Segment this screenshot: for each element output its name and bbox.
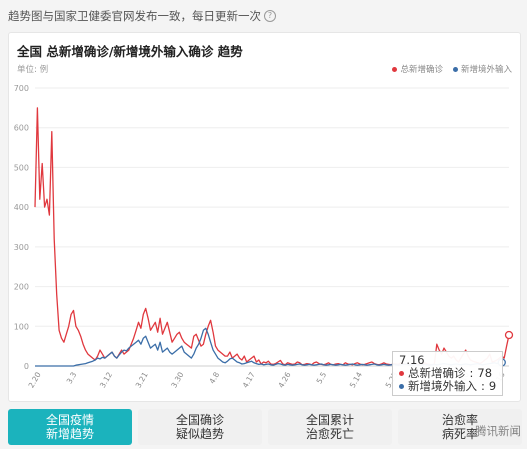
y-tick-label: 0 [24, 362, 29, 371]
last-point-confirmed [504, 330, 514, 340]
update-notice: 趋势图与国家卫健委官网发布一致，每日更新一次 ? [8, 8, 276, 24]
y-tick-label: 200 [14, 283, 29, 292]
legend-dot-imported [452, 66, 458, 72]
legend-item-imported[interactable]: 新增境外输入 [452, 63, 512, 75]
tooltip-label-confirmed: 总新增确诊 [408, 366, 466, 380]
y-tick-label: 600 [14, 124, 29, 133]
legend-item-confirmed[interactable]: 总新增确诊 [392, 63, 443, 75]
tab-confirmed-suspected-line2: 疑似趋势 [175, 427, 224, 441]
tab-cumulative-line2: 治愈死亡 [305, 427, 354, 441]
tab-new-trend-line1: 全国疫情 [45, 413, 94, 427]
tab-cumulative[interactable]: 全国累计 治愈死亡 [268, 409, 392, 445]
x-tick-label: 3.21 [134, 370, 150, 389]
x-tick-label: 3.30 [169, 370, 185, 389]
tab-confirmed-suspected[interactable]: 全国确诊 疑似趋势 [138, 409, 262, 445]
x-tick-label: 2.20 [27, 370, 43, 389]
x-tick-label: 3.12 [98, 370, 114, 389]
tab-confirmed-suspected-line1: 全国确诊 [175, 413, 224, 427]
y-tick-label: 300 [14, 243, 29, 252]
chart-legend: 总新增确诊 新增境外输入 [392, 63, 512, 75]
x-tick-label: 4.17 [241, 370, 257, 389]
watermark: 腾讯新闻 [475, 424, 521, 438]
chart-title: 全国 总新增确诊/新增境外输入确诊 趋势 [17, 44, 243, 59]
x-tick-label: 3.3 [65, 370, 79, 385]
tab-rates-line1: 治愈率 [441, 413, 478, 427]
tab-new-trend-line2: 新增趋势 [45, 427, 94, 441]
x-tick-label: 4.8 [207, 370, 221, 385]
tab-cumulative-line1: 全国累计 [305, 413, 354, 427]
tooltip-dot-confirmed [399, 371, 404, 376]
legend-label-imported: 新增境外输入 [460, 65, 512, 75]
tooltip-dot-imported [399, 384, 404, 389]
tooltip-date: 7.16 [399, 353, 425, 367]
x-tick-label: 5.5 [315, 370, 329, 385]
tab-rates-line2: 病死率 [441, 427, 478, 441]
update-notice-text: 趋势图与国家卫健委官网发布一致，每日更新一次 [8, 9, 261, 23]
help-icon[interactable]: ? [264, 10, 276, 22]
tab-rates[interactable]: 治愈率 病死率 [398, 409, 522, 445]
tooltip-row-confirmed: 总新增确诊: 78 [399, 367, 496, 380]
chart-tabs: 全国疫情 新增趋势 全国确诊 疑似趋势 全国累计 治愈死亡 治愈率 病死率 [8, 409, 522, 445]
tooltip-value-confirmed: 78 [477, 366, 493, 380]
y-tick-label: 400 [14, 203, 29, 212]
legend-label-confirmed: 总新增确诊 [400, 65, 443, 75]
unit-label: 单位: 例 [17, 65, 49, 75]
tooltip-label-imported: 新增境外输入 [408, 379, 477, 393]
legend-dot-confirmed [392, 66, 398, 72]
tooltip-row-imported: 新增境外输入: 9 [399, 380, 496, 393]
trend-chart[interactable]: 0 100 200 300 400 500 600 700 2.20 3.3 3.12 3.21 3.3… [9, 33, 520, 401]
tab-new-trend[interactable]: 全国疫情 新增趋势 [8, 409, 132, 445]
tooltip-value-imported: 9 [488, 379, 497, 393]
y-tick-label: 700 [14, 84, 29, 93]
chart-card: 全国 总新增确诊/新增境外输入确诊 趋势 单位: 例 总新增确诊 新增境外输入 … [8, 32, 521, 402]
x-tick-label: 4.26 [276, 370, 292, 389]
chart-tooltip: 7.16 总新增确诊: 78 新增境外输入: 9 [392, 351, 504, 396]
y-tick-label: 100 [14, 322, 29, 331]
y-tick-label: 500 [14, 163, 29, 172]
x-tick-label: 5.14 [348, 370, 364, 389]
